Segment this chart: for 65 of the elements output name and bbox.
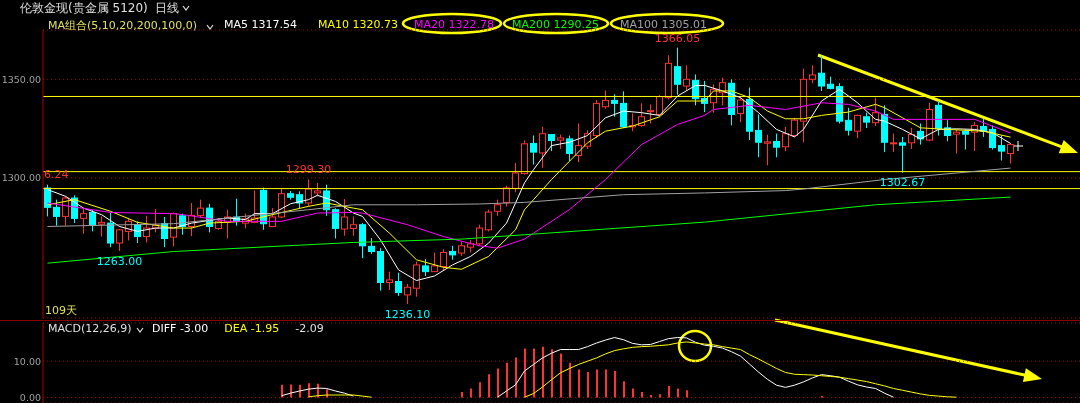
annotation: 1317.54 <box>251 18 298 31</box>
y-tick-label: 1350.00 <box>1 73 41 85</box>
bar <box>650 395 652 398</box>
annotation: -1.95 <box>250 322 280 335</box>
text: DEA <box>224 322 248 335</box>
bar <box>497 368 499 398</box>
bar <box>596 369 598 398</box>
annotation: 1263.00 <box>96 254 143 268</box>
bar <box>470 388 472 398</box>
bar <box>677 388 679 398</box>
bar <box>587 372 589 398</box>
annotation: 1236.10 <box>384 307 431 321</box>
bar <box>623 381 625 398</box>
bar <box>488 374 490 398</box>
legend-title: MA组合(5,10,20,200,100,0) <box>48 18 198 33</box>
bar <box>461 392 463 398</box>
bar <box>686 390 688 398</box>
y-tick-label: 1300.00 <box>1 172 41 184</box>
bar <box>551 349 553 398</box>
annotation: 1290.25 <box>553 18 600 31</box>
bar <box>533 348 535 398</box>
text: MA20 <box>414 18 446 31</box>
candlestick <box>800 68 807 143</box>
annotation: 1305.01 <box>661 18 708 31</box>
chart-subtitle: 日线 <box>155 0 179 17</box>
annotation: -2.09 <box>295 322 324 335</box>
bar <box>281 384 283 398</box>
candlestick <box>602 89 609 110</box>
bar <box>569 362 571 398</box>
text: MA10 <box>318 18 350 31</box>
text: MA200 <box>512 18 551 31</box>
bar <box>542 346 544 398</box>
candlestick <box>377 247 384 292</box>
candlestick <box>674 47 681 96</box>
bar <box>632 388 634 398</box>
bar <box>506 362 508 398</box>
chart-title: 伦敦金现(贵金属 5120) <box>20 0 148 17</box>
annotation: -3.00 <box>179 322 209 335</box>
candlestick <box>521 139 528 175</box>
y-tick-label: 10.00 <box>13 355 41 367</box>
bar <box>641 392 643 398</box>
bar <box>605 369 607 398</box>
annotation: 1302.67 <box>879 176 926 190</box>
bar <box>668 385 670 398</box>
bar <box>578 369 580 398</box>
candlestick <box>755 113 762 158</box>
text: MA5 <box>224 18 249 31</box>
annotation: 1320.73 <box>352 18 399 31</box>
bar <box>614 371 616 398</box>
line-series <box>47 196 1011 264</box>
chart-title: MACD(12,26,9) <box>48 322 132 335</box>
y-tick-label: 0.00 <box>19 391 41 403</box>
annotation: 1322.78 <box>448 18 495 31</box>
annotation: 109天 <box>45 303 77 318</box>
bar <box>515 357 517 398</box>
bar <box>524 348 526 398</box>
candlestick <box>98 215 105 238</box>
annotation: 1366.05 <box>654 31 701 45</box>
bar <box>479 382 481 398</box>
bar <box>659 394 661 398</box>
annotation: 6.24 <box>44 168 69 181</box>
text: MA100 <box>620 18 659 31</box>
candlestick <box>350 215 357 237</box>
text: DIFF <box>152 322 177 335</box>
bar <box>560 353 562 398</box>
